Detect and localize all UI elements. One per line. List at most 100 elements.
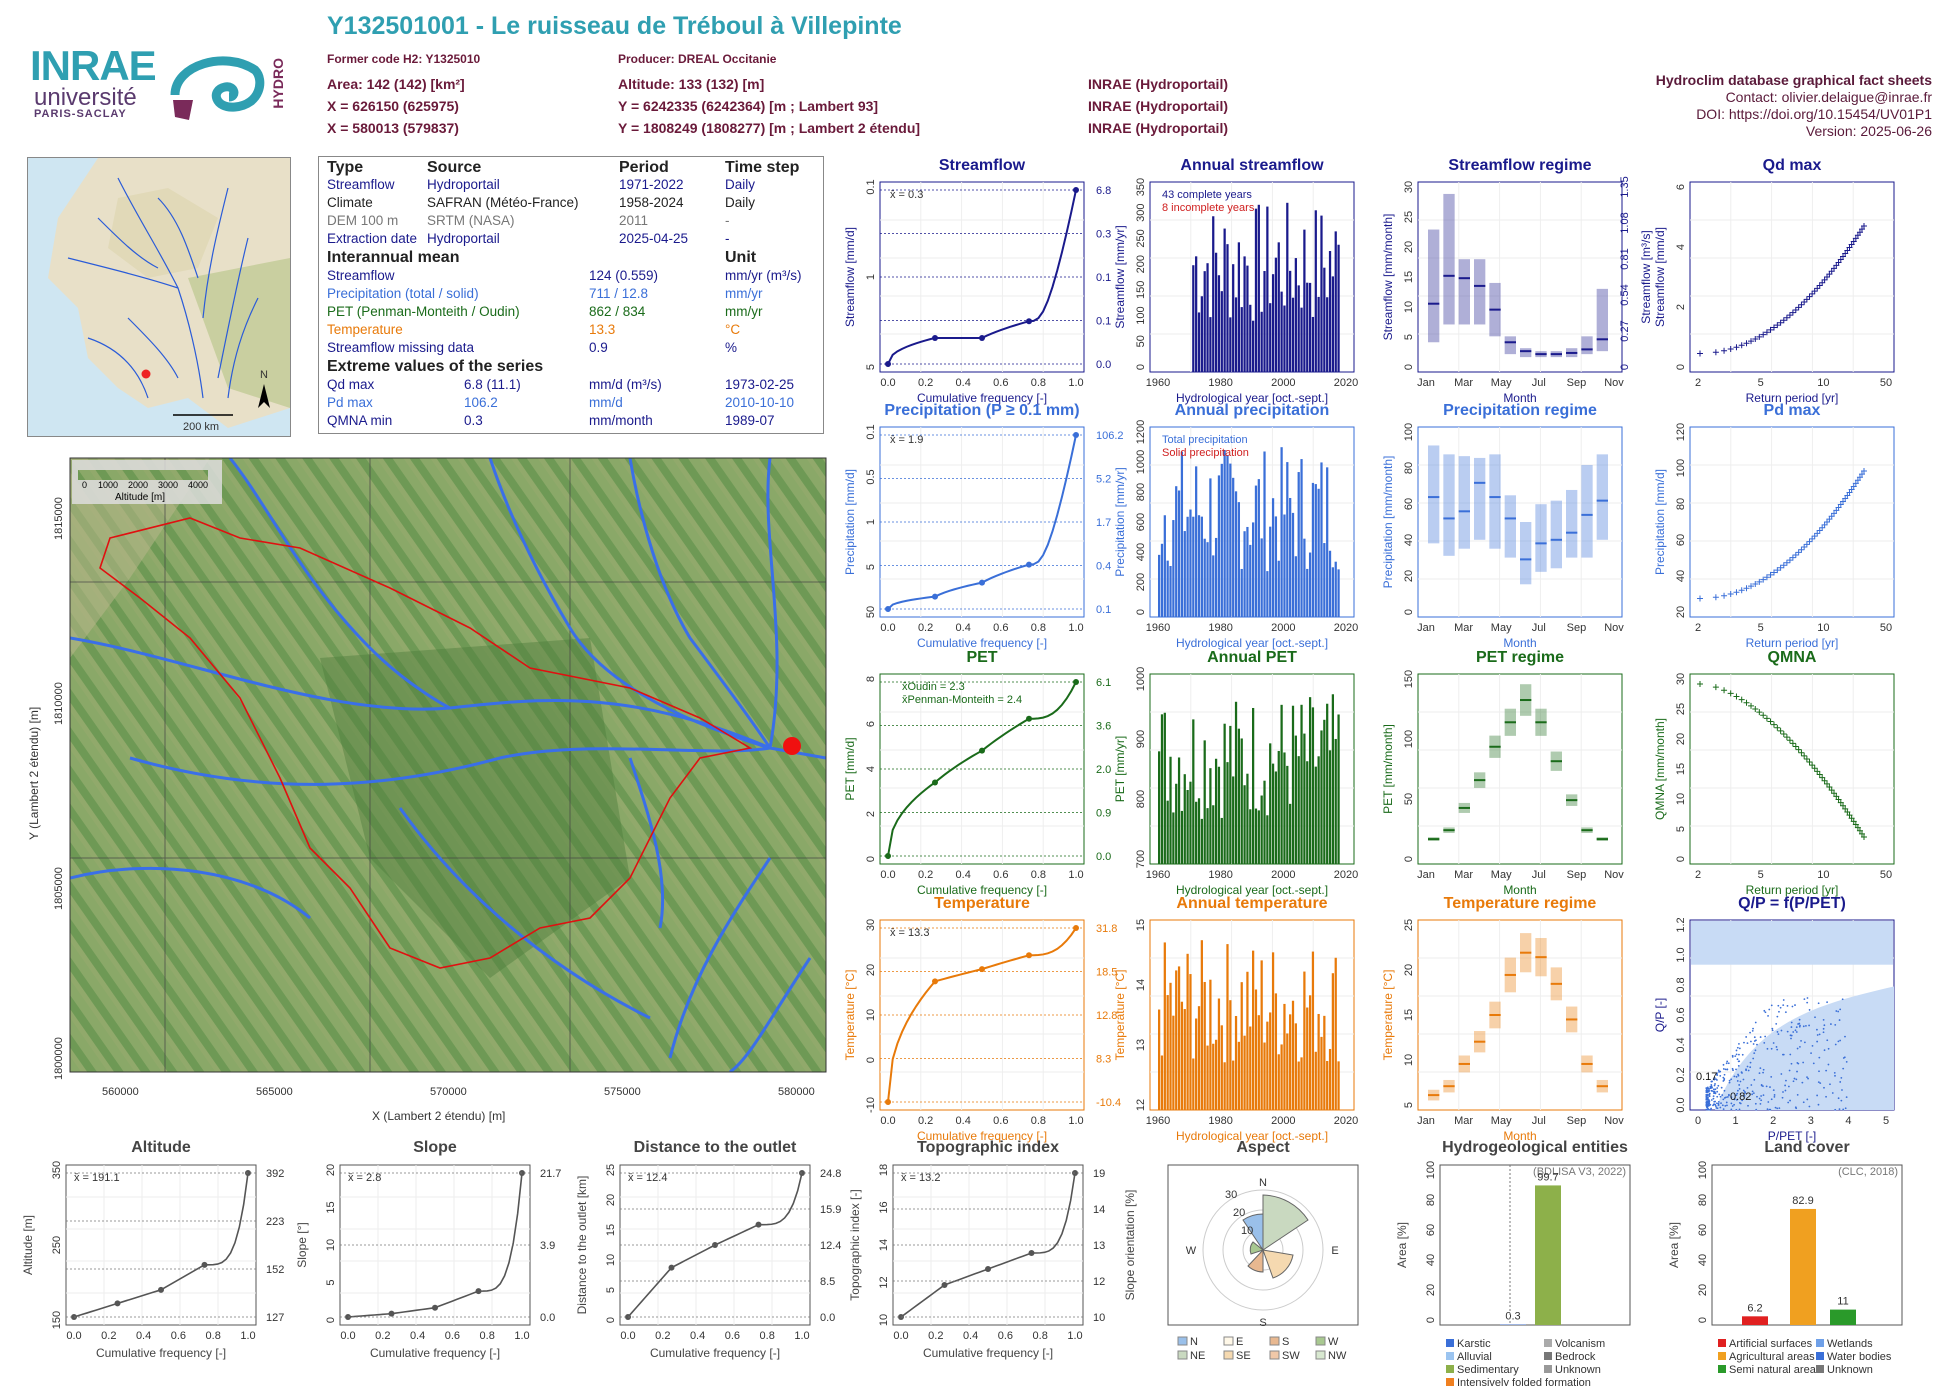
distance-ytick-5: 25 [605,1164,617,1176]
annual_pet-bar-35 [1257,810,1260,864]
qmna-title: QMNA [1768,649,1817,666]
qmna-xtick-0: 2 [1695,869,1701,881]
pet-ytick-1: 2 [865,811,877,817]
annual_precipitation-bar-45 [1286,462,1289,617]
streamflow_regime-ytick-3: 15 [1403,271,1415,283]
slope-cf-xtick-5: 1.0 [514,1330,529,1342]
doi-link[interactable]: DOI: https://doi.org/10.15454/UV01P1 [1696,106,1932,122]
qp-point-130 [1834,1108,1837,1111]
annual_precipitation-bar-48 [1294,556,1297,617]
precipitation_regime-frame [1417,426,1623,618]
annual_temperature-bar-32 [1249,1026,1252,1110]
annual_precipitation-bar-56 [1317,488,1320,617]
annual_precipitation-bar-7 [1177,490,1181,617]
qp-point-387 [1741,1072,1743,1074]
qp-point-312 [1714,1083,1716,1085]
mean-label-0: Streamflow [327,268,395,283]
annual_pet-bar-24 [1226,762,1229,864]
qp-point-323 [1746,1065,1749,1068]
landcover-ylabel: Area [%] [1667,1222,1681,1268]
annual_streamflow-bar-24 [1260,311,1263,372]
annual_pet-bar-61 [1331,694,1335,864]
annual_temperature-bar-52 [1306,1007,1309,1110]
qd_max-point-40 [1842,250,1849,257]
mean-unit-3: °C [725,322,741,337]
streamflow-right-label-2: 0.1 [1096,272,1111,284]
inrae-logo: INRAE [30,42,157,89]
qmna-point-17 [1783,734,1790,741]
y-lambert2: Y = 1808249 (1808277) [m ; Lambert 2 éte… [618,120,921,136]
qp-point-98 [1726,1104,1728,1107]
annual_pet-xtick-1: 1980 [1208,869,1232,881]
qd_max-frame [1689,181,1895,373]
aspect-legend-7: NW [1328,1350,1347,1362]
extreme-label-0: Qd max [327,377,375,392]
qp-point-405 [1723,1079,1725,1081]
annual_pet-bar-16 [1203,740,1206,864]
info-period-0: 1971-2022 [619,177,684,192]
mean-unit-2: mm/yr [725,304,763,319]
landcover-title: Land cover [1764,1139,1849,1156]
extreme-unit-0: mm/d (m³/s) [589,377,662,392]
qd_max-point-8 [1752,336,1759,343]
annual_precipitation-bar-26 [1232,477,1235,617]
temperature-ytick-0: -10 [865,1097,877,1113]
distance-ytick-3: 15 [605,1224,617,1236]
extreme-label-1: Pd max [327,395,373,410]
qp-point-51 [1759,1102,1762,1105]
qp-point-307 [1714,1088,1717,1091]
hydrogeology-legend-5: Unknown [1555,1364,1601,1376]
pd_max-point-43 [1848,486,1855,493]
aspect-legend-1: E [1236,1336,1243,1348]
qp-point-241 [1789,1053,1792,1056]
pd_max-ytick-5: 120 [1675,423,1687,441]
distance-right-label-2: 12.4 [820,1240,841,1252]
annual_temperature-xtick-2: 2000 [1271,1115,1295,1127]
qmna-point-4 [1733,693,1740,700]
qp-point-147 [1716,1090,1719,1093]
pd_max-xtick-1: 5 [1758,622,1764,634]
streamflow_regime-right-ytick-1: 0.27 [1619,320,1631,341]
streamflow-point-3 [1026,318,1032,325]
pd_max-point-48 [1858,471,1865,478]
precipitation-cf-xtick-1: 0.2 [918,622,933,634]
qp-point-240 [1716,1107,1719,1110]
hydrogeology-legend-0: Karstic [1457,1338,1491,1350]
qp-point-244 [1713,1100,1716,1103]
aspect-sector-n [1242,1213,1264,1252]
qp-point-338 [1837,1097,1840,1100]
qp-point-179 [1770,1098,1773,1101]
pd_max-point-9 [1756,578,1763,585]
qp-point-67 [1735,1075,1738,1078]
qp-point-41 [1735,1108,1738,1111]
pd_max-ytick-4: 100 [1675,459,1687,477]
annual_pet-bar-26 [1232,776,1235,864]
qp-point-55 [1771,1029,1774,1032]
annual_precipitation-bar-54 [1311,482,1315,617]
annual_precipitation-bar-11 [1189,509,1192,617]
qd_max-point-7 [1748,338,1755,345]
aspect-legend-4: NE [1190,1350,1205,1362]
qp-point-37 [1751,1090,1754,1093]
qp-point-76 [1792,1031,1795,1033]
qp-point-412 [1844,1035,1846,1038]
qd_max-point-16 [1780,317,1787,324]
topo-cf-xtick-5: 1.0 [1067,1330,1082,1342]
qp-point-379 [1775,1046,1778,1048]
altitude-title: Altitude [131,1139,191,1156]
precipitation_regime-box-5 [1504,495,1516,558]
qp-point-295 [1790,1037,1792,1040]
qp-point-376 [1765,1085,1768,1088]
qp-point-358 [1738,1108,1741,1111]
annual_temperature-bar-5 [1172,1015,1175,1110]
qp-point-119 [1816,1034,1819,1036]
annual_streamflow-bar-20 [1249,304,1252,372]
qp-point-352 [1823,1086,1825,1089]
hydrogeology-legend-4: Sedimentary [1457,1364,1519,1376]
qp-point-3 [1712,1088,1715,1091]
qp-point-409 [1705,1094,1708,1097]
annual_pet-bar-60 [1328,750,1332,864]
qp-point-378 [1833,1072,1836,1074]
annual_temperature-bar-3 [1166,995,1169,1110]
qp-point-288 [1808,1009,1811,1011]
